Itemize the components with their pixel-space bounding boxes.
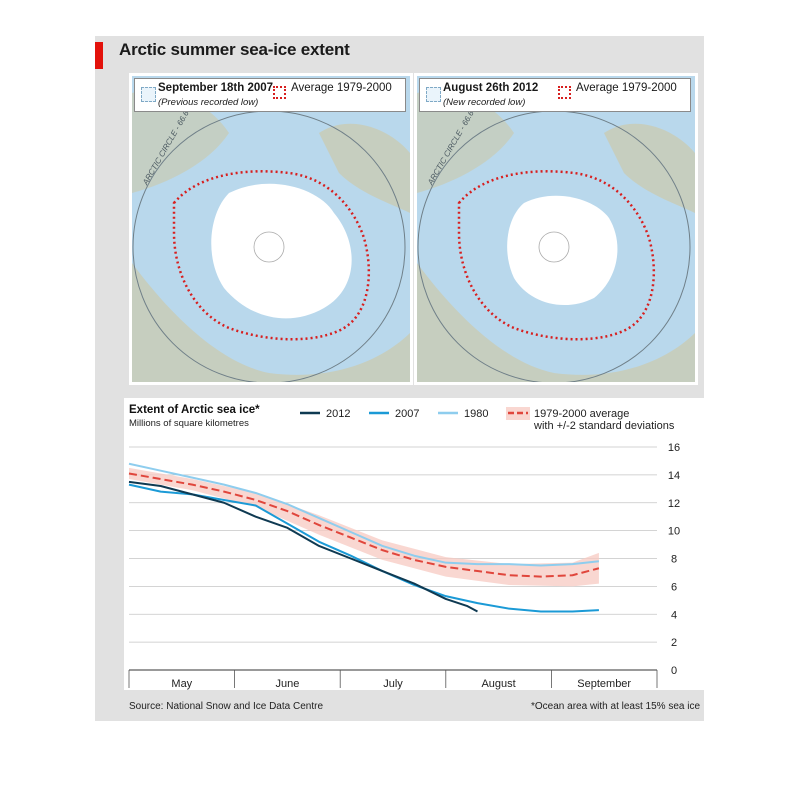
- series-line-1980: [128, 462, 600, 567]
- map-date: August 26th 2012: [443, 82, 539, 94]
- series-line-1979-2000-average: [128, 472, 600, 578]
- map-note: (Previous recorded low): [158, 97, 259, 108]
- x-tick-label: July: [383, 678, 403, 690]
- x-tick-label: May: [171, 678, 192, 690]
- legend-label: with +/-2 standard deviations: [533, 420, 675, 432]
- page-title: Arctic summer sea-ice extent: [119, 40, 350, 59]
- y-tick-label: 0: [671, 665, 677, 677]
- map-legend: September 18th 2007 (Previous recorded l…: [134, 78, 406, 112]
- map-average-label: Average 1979-2000: [576, 82, 677, 94]
- y-tick-label: 10: [668, 526, 680, 538]
- y-tick-label: 8: [671, 554, 677, 566]
- map-legend: August 26th 2012 (New recorded low) Aver…: [419, 78, 691, 112]
- y-tick-label: 2: [671, 637, 677, 649]
- y-tick-label: 16: [668, 442, 680, 454]
- accent-bar: [95, 42, 103, 69]
- legend-label: 2007: [395, 408, 419, 420]
- map-note: (New recorded low): [443, 97, 526, 108]
- average-outline-swatch: [558, 86, 571, 99]
- map-2007: ARCTIC CIRCLE - 66.6° September 18th 200…: [129, 73, 413, 385]
- std-deviation-band: [129, 467, 599, 587]
- arctic-map-2012: ARCTIC CIRCLE - 66.6°: [417, 76, 695, 382]
- chart-title: Extent of Arctic sea ice*: [129, 404, 260, 416]
- y-axis-label: Millions of square kilometres: [129, 418, 249, 429]
- legend-label: 1979-2000 average: [534, 408, 629, 420]
- x-tick-label: August: [481, 678, 515, 690]
- footnote: *Ocean area with at least 15% sea ice: [531, 701, 700, 712]
- arctic-map-2007: ARCTIC CIRCLE - 66.6°: [132, 76, 410, 382]
- y-tick-label: 12: [668, 498, 680, 510]
- y-tick-label: 14: [668, 470, 680, 482]
- series-line-2007: [128, 483, 599, 613]
- map-average-label: Average 1979-2000: [291, 82, 392, 94]
- legend-label: 1980: [464, 408, 488, 420]
- source-note: Source: National Snow and Ice Data Centr…: [129, 701, 323, 712]
- y-tick-label: 6: [671, 581, 677, 593]
- x-tick-label: June: [275, 678, 299, 690]
- series-line-2012: [128, 480, 478, 613]
- legend-label: 2012: [326, 408, 350, 420]
- ice-extent-swatch: [141, 87, 156, 102]
- x-tick-label: September: [577, 678, 631, 690]
- ice-extent-swatch: [426, 87, 441, 102]
- map-date: September 18th 2007: [158, 82, 274, 94]
- y-tick-label: 4: [671, 609, 677, 621]
- map-2012: ARCTIC CIRCLE - 66.6° August 26th 2012 (…: [414, 73, 698, 385]
- chart-background: [124, 398, 704, 690]
- average-outline-swatch: [273, 86, 286, 99]
